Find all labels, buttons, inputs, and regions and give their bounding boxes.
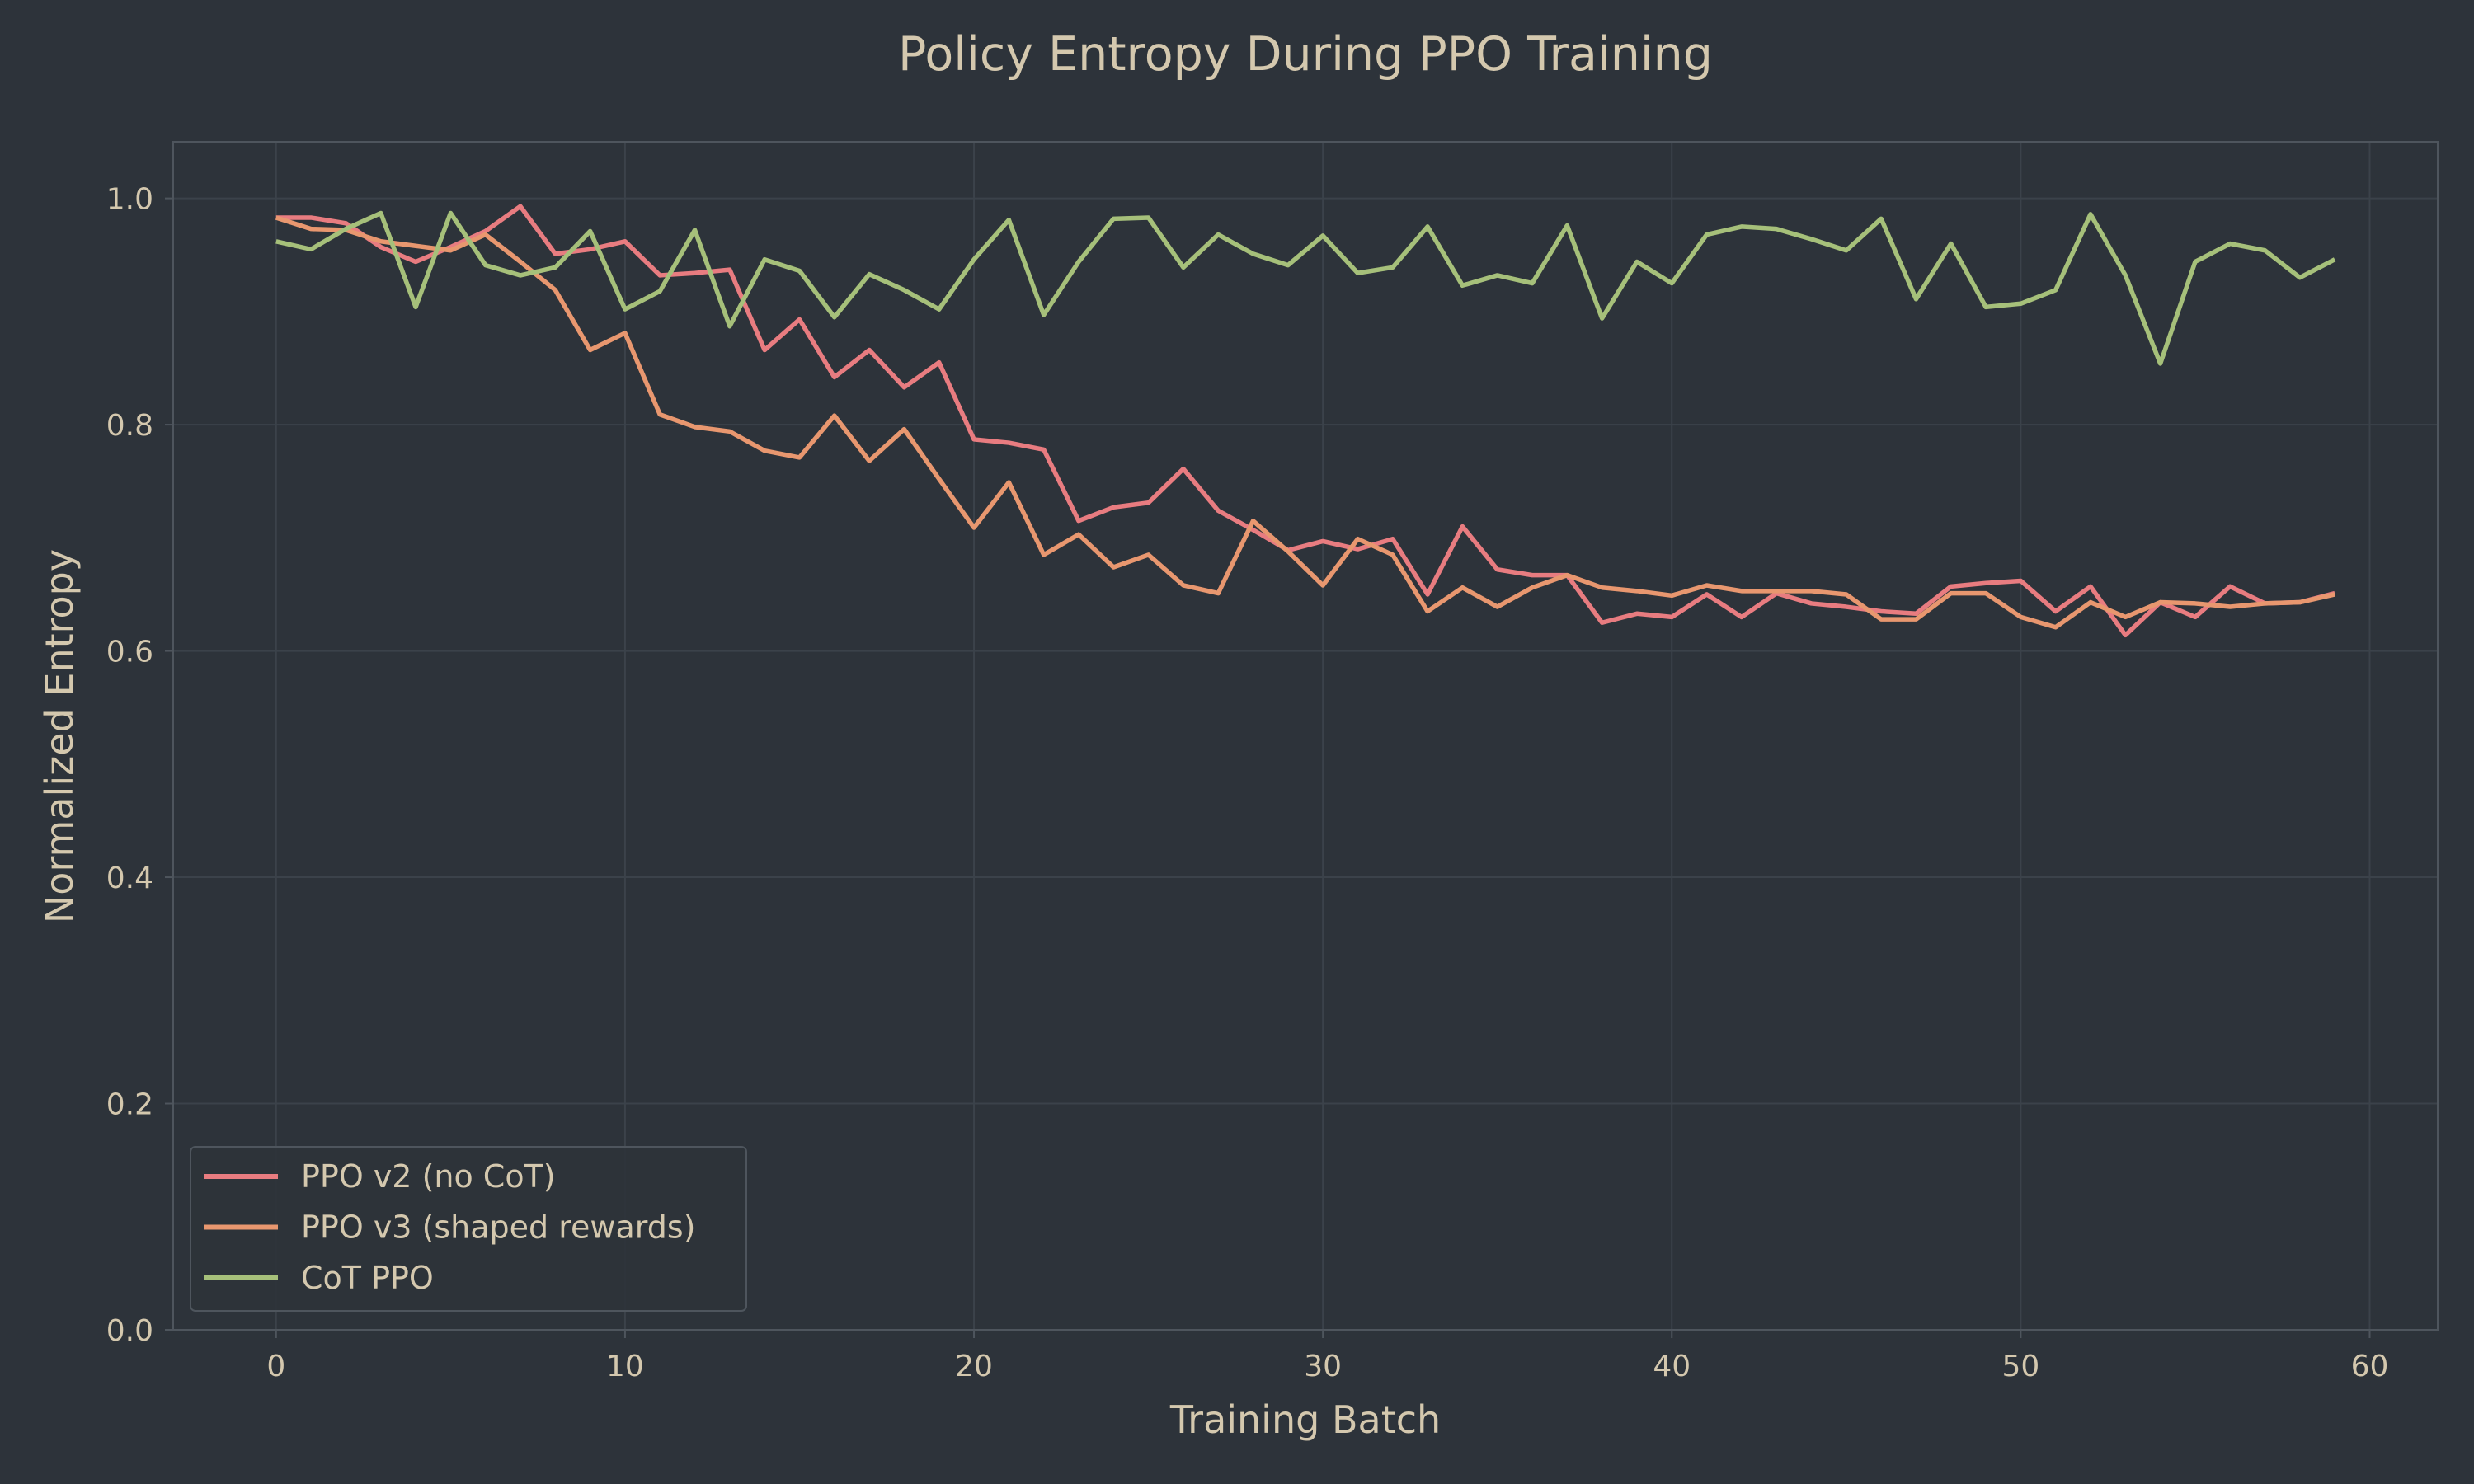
x-axis-label: Training Batch	[1169, 1397, 1441, 1442]
series-lines	[275, 204, 2336, 638]
axis-ticks: 0 10 20 30 40 50 60 0.0 0.2 0.4 0.6 0.8 1.0	[106, 183, 2389, 1383]
legend-label: PPO v2 (no CoT)	[301, 1158, 556, 1195]
y-tick-label: 0.4	[106, 862, 153, 895]
grid	[173, 142, 2438, 1331]
x-tick-label: 30	[1304, 1350, 1342, 1383]
chart-title: Policy Entropy During PPO Training	[898, 27, 1713, 82]
x-tick-label: 50	[2001, 1350, 2039, 1383]
y-tick-label: 0.6	[106, 636, 153, 669]
y-tick-label: 0.2	[106, 1088, 153, 1122]
plot-frame	[172, 141, 2439, 1331]
legend: PPO v2 (no CoT) PPO v3 (shaped rewards) Co…	[190, 1146, 747, 1312]
y-tick-label: 1.0	[106, 183, 153, 217]
x-tick-label: 60	[2351, 1350, 2389, 1383]
legend-box	[190, 1146, 747, 1312]
x-tick-label: 40	[1653, 1350, 1691, 1383]
x-tick-label: 0	[266, 1350, 285, 1383]
legend-label: CoT PPO	[301, 1260, 434, 1296]
y-tick-label: 0.8	[106, 409, 153, 443]
series-line-1	[275, 215, 2335, 630]
series-line-2	[275, 210, 2336, 366]
series-line-0	[275, 204, 2335, 638]
y-axis-label: Normalized Entropy	[37, 549, 82, 923]
y-tick-label: 0.0	[106, 1314, 153, 1348]
legend-label: PPO v3 (shaped rewards)	[301, 1209, 696, 1246]
x-tick-label: 20	[955, 1350, 993, 1383]
x-tick-label: 10	[606, 1350, 644, 1383]
